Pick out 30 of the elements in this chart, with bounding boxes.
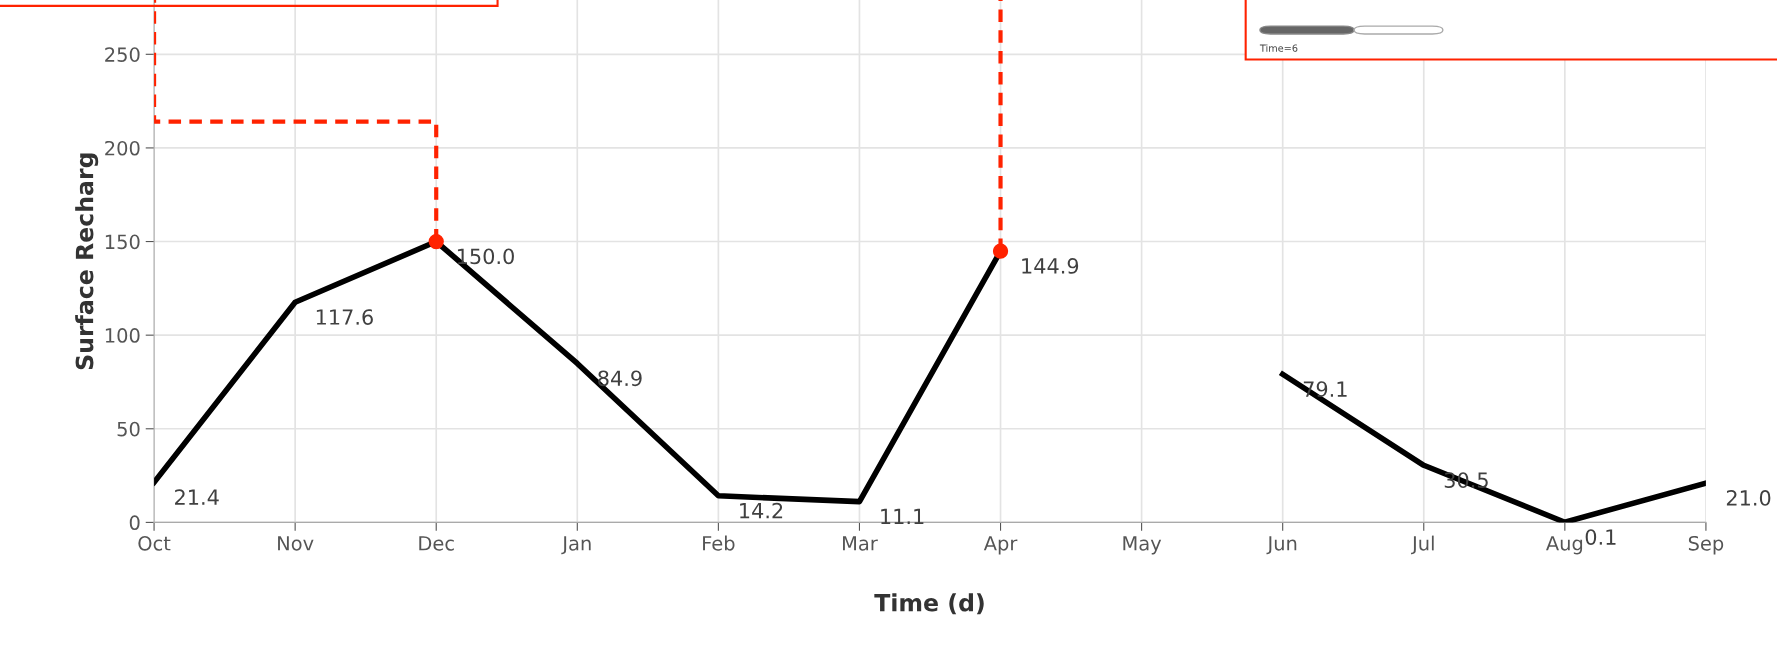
data-label: 21.4 — [175, 489, 219, 505]
x-axis-title: Time (d) — [874, 593, 984, 615]
data-label: 84.9 — [598, 370, 642, 387]
x-tick-label: Jul — [1411, 535, 1434, 555]
data-label: 150.0 — [457, 248, 514, 265]
y-tick-label: 200 — [105, 140, 140, 156]
x-tick-label: May — [1123, 536, 1162, 555]
x-tick-label: Dec — [419, 536, 454, 551]
x-tick-label: Apr — [983, 536, 1018, 555]
y-axis-title: Surface Recharg — [75, 153, 99, 370]
data-label: 117.6 — [316, 309, 373, 325]
data-label: 0.1 — [1585, 529, 1616, 545]
data-label: 14.2 — [740, 502, 783, 519]
x-tick-label: Oct — [138, 535, 171, 551]
data-label: 21.0 — [1726, 490, 1771, 506]
x-tick-label: Jan — [561, 536, 591, 555]
annotation: Time=6 — [1259, 44, 1298, 52]
y-tick-label: 150 — [105, 234, 140, 250]
x-tick-label: Aug — [1546, 536, 1583, 555]
y-tick-label: 0 — [129, 515, 140, 531]
x-tick-label: Jun — [1266, 536, 1297, 555]
data-label: 144.9 — [1022, 258, 1079, 274]
x-tick-label: Nov — [278, 536, 314, 551]
x-tick-label: Feb — [703, 535, 735, 551]
x-tick-label: Mar — [843, 536, 878, 551]
data-label: 11.1 — [881, 508, 924, 525]
y-tick-label: 250 — [105, 47, 140, 62]
y-tick-label: 100 — [105, 328, 140, 343]
x-tick-label: Sep — [1688, 535, 1724, 555]
y-tick-label: 50 — [117, 421, 140, 437]
